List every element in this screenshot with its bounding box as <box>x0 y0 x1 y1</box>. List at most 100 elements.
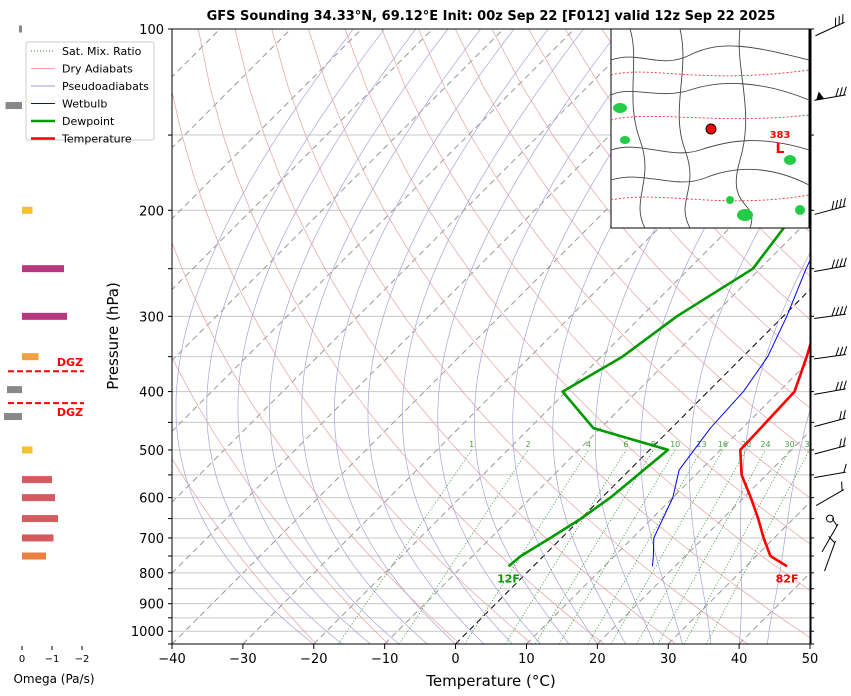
barb-feather <box>843 306 848 314</box>
mixing-ratio-line <box>611 450 723 644</box>
map-precip-area <box>737 209 753 221</box>
barb-feather <box>834 200 840 209</box>
wind-barb <box>812 438 847 455</box>
map-low-value: 383 <box>770 130 791 141</box>
mixing-ratio-line <box>338 450 471 644</box>
barb-staff <box>814 472 846 478</box>
wind-barb <box>813 306 848 319</box>
legend-entry: Temperature <box>61 133 132 146</box>
map-precip-area <box>620 136 630 144</box>
x-tick-label: 20 <box>589 652 606 667</box>
barb-staff <box>815 446 846 454</box>
legend-entry: Pseudoadiabats <box>62 80 149 93</box>
pseudoadiabat <box>270 29 448 644</box>
barb-feather <box>831 308 836 316</box>
omega-bar <box>22 515 58 522</box>
omega-tick-label: 0 <box>19 654 25 665</box>
barb-feather <box>831 260 836 269</box>
barb-staff <box>815 206 846 214</box>
x-tick-label: 10 <box>518 652 535 667</box>
omega-bar <box>22 552 46 559</box>
barb-staff <box>816 490 844 506</box>
omega-bar <box>4 413 22 420</box>
y-tick-label: 800 <box>139 567 164 582</box>
barb-feather <box>842 381 847 390</box>
x-tick-label: 0 <box>451 652 459 667</box>
barb-feather <box>835 259 840 268</box>
barb-feather <box>839 14 846 23</box>
pseudoadiabat <box>335 29 515 644</box>
mixing-ratio-line <box>706 450 809 644</box>
surface-value-label: 82F <box>776 572 799 585</box>
barb-feather <box>841 198 847 207</box>
barb-feather <box>835 347 840 355</box>
barb-feather <box>841 438 847 447</box>
x-tick-label: −30 <box>229 652 256 667</box>
omega-bar <box>22 476 52 483</box>
wind-barb <box>812 14 846 36</box>
barb-feather <box>835 382 840 391</box>
chart-title: GFS Sounding 34.33°N, 69.12°E Init: 00z … <box>207 9 776 24</box>
dry-adiabat <box>125 29 460 644</box>
omega-axis-label: Omega (Pa/s) <box>13 672 94 686</box>
wind-barb <box>812 198 847 215</box>
x-axis-label: Temperature (°C) <box>425 672 555 690</box>
omega-bar <box>22 313 67 320</box>
barb-feather <box>839 306 844 314</box>
x-tick-label: −20 <box>300 652 327 667</box>
barb-staff <box>814 314 846 318</box>
omega-bar <box>22 265 64 272</box>
omega-bar <box>22 494 55 501</box>
mixing-ratio-label: 4 <box>586 440 591 449</box>
barb-flag <box>815 91 824 100</box>
mixing-ratio-label: 16 <box>718 440 728 449</box>
omega-bar <box>22 446 33 453</box>
barb-feather <box>839 347 844 355</box>
pseudoadiabat <box>302 29 481 644</box>
omega-bar <box>22 353 39 360</box>
location-marker <box>706 124 716 134</box>
y-tick-label: 100 <box>139 23 164 38</box>
legend-entry: Wetbulb <box>62 98 107 111</box>
series-wetbulb <box>652 210 834 566</box>
barb-staff <box>814 266 846 272</box>
map-precip-area <box>784 155 796 165</box>
map-precip-area <box>726 196 734 204</box>
mixing-ratio-line <box>465 450 589 644</box>
barb-staff <box>815 22 844 36</box>
mixing-ratio-label: 10 <box>670 440 680 449</box>
barb-feather <box>842 464 847 473</box>
barb-feather <box>841 410 847 419</box>
y-tick-label: 400 <box>139 386 164 401</box>
wind-barb <box>813 346 848 359</box>
wind-barb <box>815 518 839 551</box>
pseudoadiabat <box>402 29 583 644</box>
omega-tick-label: −2 <box>75 654 90 665</box>
barb-feather <box>838 258 843 267</box>
y-tick-label: 300 <box>139 310 164 325</box>
barb-staff <box>814 354 846 358</box>
y-axis-label: Pressure (hPa) <box>104 282 122 390</box>
wind-barbs <box>811 14 848 644</box>
barb-staff <box>814 389 846 395</box>
y-tick-label: 1000 <box>131 625 164 640</box>
omega-bar <box>6 102 23 109</box>
barb-feather <box>842 258 847 267</box>
y-tick-label: 200 <box>139 204 164 219</box>
legend-entry: Dewpoint <box>62 115 115 128</box>
map-precip-area <box>613 103 627 113</box>
legend-entry: Sat. Mix. Ratio <box>62 45 142 58</box>
dgz-label: DGZ <box>57 356 83 369</box>
barb-feather <box>838 199 844 208</box>
wind-barb <box>813 87 848 101</box>
y-tick-label: 700 <box>139 532 164 547</box>
omega-tick-label: −1 <box>45 654 60 665</box>
wind-barb <box>817 536 836 571</box>
dry-adiabat <box>822 29 851 644</box>
barb-feather <box>842 87 847 96</box>
map-low-label: L <box>776 141 785 157</box>
barb-feather <box>838 482 845 491</box>
barb-feather <box>835 307 840 315</box>
